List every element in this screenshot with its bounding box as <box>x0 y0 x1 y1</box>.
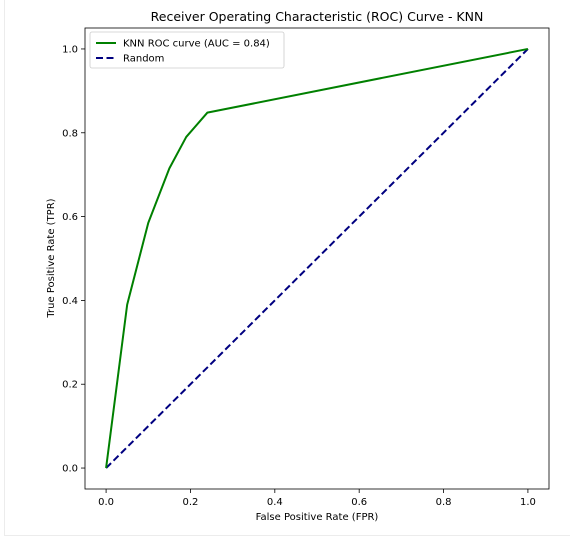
output-frame <box>4 0 570 536</box>
legend-label: KNN ROC curve (AUC = 0.84) <box>123 39 270 50</box>
legend: KNN ROC curve (AUC = 0.84) Random <box>89 31 285 69</box>
legend-box <box>89 31 285 69</box>
x-tick-label: 0.0 <box>98 497 114 508</box>
y-tick-label: 1.0 <box>62 44 78 55</box>
y-tick-label: 0.2 <box>62 380 78 391</box>
series-line-knn-roc <box>105 47 529 469</box>
chart-title: Receiver Operating Characteristic (ROC) … <box>151 9 484 24</box>
x-tick-label: 0.6 <box>351 497 367 508</box>
y-tick-label: 0.4 <box>62 296 78 307</box>
y-tick-label: 0.8 <box>62 128 78 139</box>
y-tick-label: 0.6 <box>62 212 78 223</box>
x-axis-label: False Positive Rate (FPR) <box>256 512 379 523</box>
x-tick-label: 0.8 <box>436 497 452 508</box>
y-tick-label: 0.0 <box>62 464 78 475</box>
plot-area <box>105 47 529 469</box>
x-axis: 0.0 0.2 0.4 0.6 0.8 1.0 <box>98 489 536 508</box>
x-tick-label: 0.2 <box>183 497 199 508</box>
x-tick-label: 0.4 <box>267 497 283 508</box>
y-axis: 0.0 0.2 0.4 0.6 0.8 1.0 <box>62 44 85 475</box>
axes-frame <box>84 27 550 490</box>
series-line-random <box>105 48 529 469</box>
legend-label: Random <box>123 54 164 65</box>
y-axis-label: True Positive Rate (TPR) <box>46 198 57 318</box>
x-tick-label: 1.0 <box>520 497 536 508</box>
